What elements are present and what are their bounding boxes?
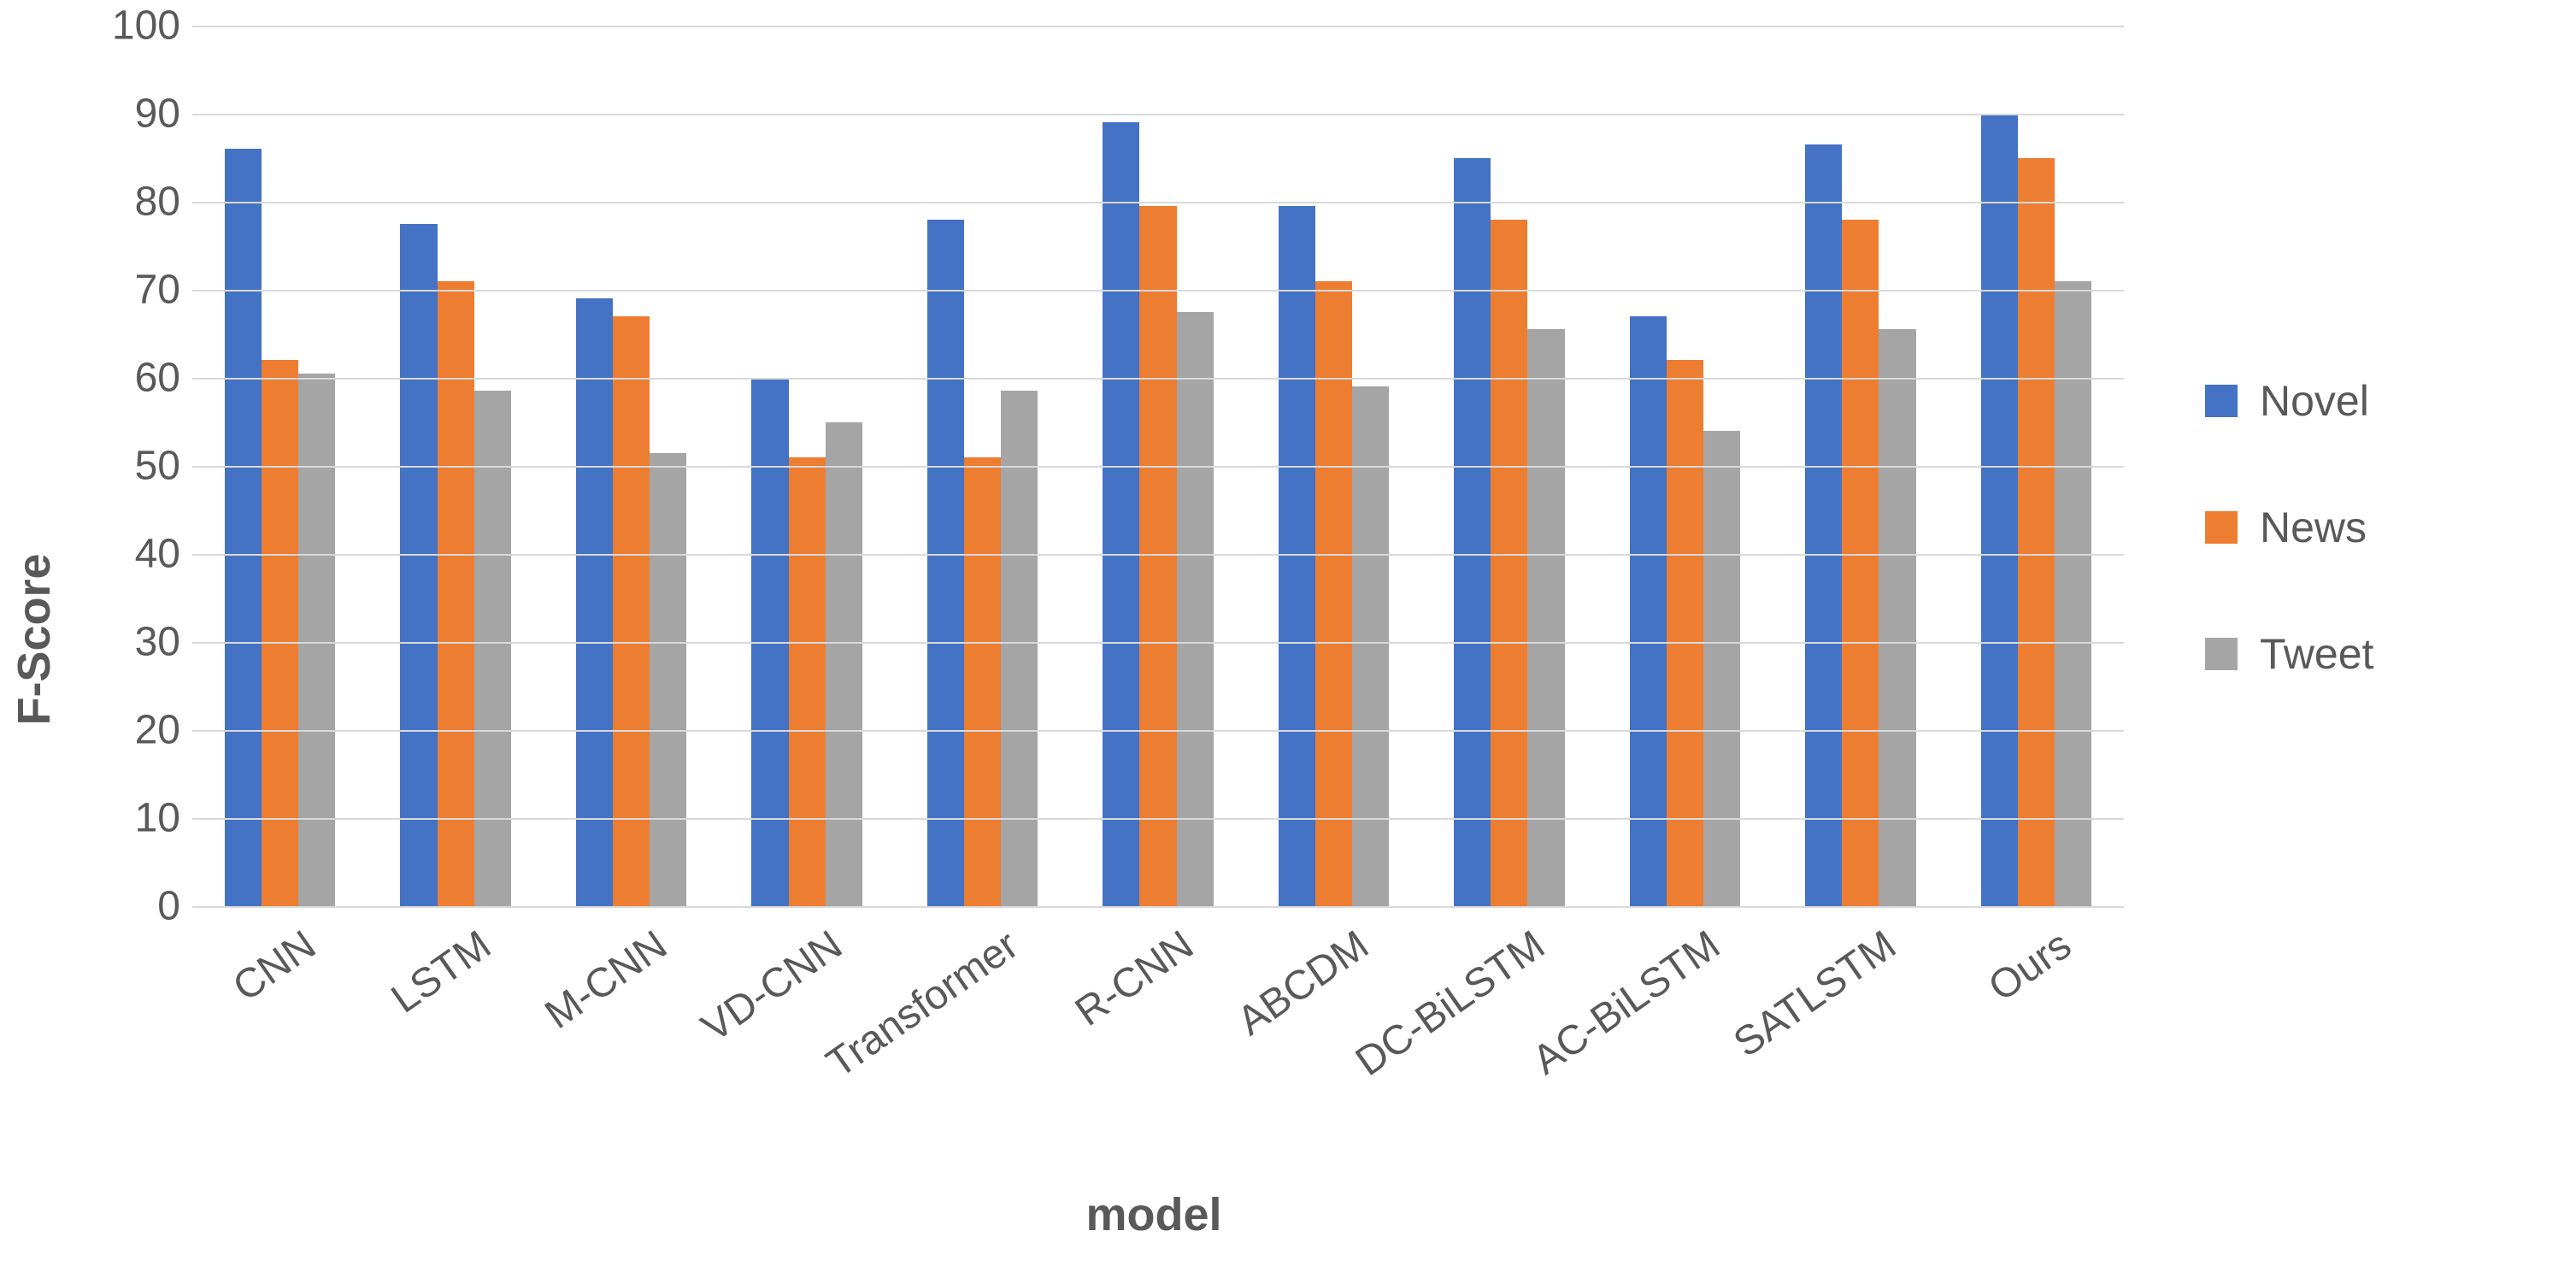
x-tick-label: DC-BiLSTM [1232, 922, 1554, 1166]
y-tick-label: 30 [35, 619, 180, 666]
x-tick-label: VD-CNN [530, 922, 851, 1166]
bar [650, 453, 686, 906]
plot-area [192, 26, 2124, 906]
bar [1315, 281, 1352, 906]
bar [474, 391, 511, 906]
bar [1352, 386, 1389, 906]
legend-item: News [2205, 503, 2373, 552]
gridline [192, 730, 2124, 732]
y-tick-label: 10 [35, 795, 180, 842]
y-tick-label: 50 [35, 443, 180, 490]
legend-label: Novel [2260, 376, 2369, 426]
gridline [192, 554, 2124, 556]
gridline [192, 378, 2124, 380]
bar [1491, 220, 1527, 906]
bar [1177, 312, 1214, 906]
legend-item: Tweet [2205, 629, 2373, 679]
bar [1703, 431, 1740, 906]
gridline [192, 466, 2124, 468]
y-tick-label: 20 [35, 707, 180, 754]
legend: Novel News Tweet [2205, 376, 2373, 756]
bar [1139, 206, 1176, 906]
bar [826, 422, 862, 907]
legend-label: News [2260, 503, 2367, 552]
y-tick-label: 100 [35, 3, 180, 50]
bar [1103, 122, 1139, 906]
x-tick-label: SATLSTM [1584, 922, 1905, 1166]
y-tick-label: 60 [35, 355, 180, 402]
bar [1981, 114, 2018, 906]
y-tick-label: 90 [35, 91, 180, 138]
y-tick-label: 80 [35, 179, 180, 226]
y-tick-label: 0 [35, 883, 180, 930]
x-tick-label: Transformer [705, 922, 1026, 1166]
legend-label: Tweet [2260, 629, 2373, 679]
legend-item: Novel [2205, 376, 2373, 426]
gridline [192, 906, 2124, 908]
bar [927, 220, 964, 906]
bar [262, 360, 298, 906]
gridline [192, 202, 2124, 203]
bar [438, 281, 474, 906]
x-tick-label: M-CNN [355, 922, 676, 1166]
fscore-bar-chart: F-Score 0102030405060708090100 CNNLSTMM-… [0, 0, 2576, 1278]
bar [789, 457, 826, 906]
y-tick-label: 70 [35, 267, 180, 314]
bar [1001, 391, 1038, 906]
x-axis-title: model [983, 1188, 1325, 1241]
bar [225, 149, 262, 906]
bar [576, 298, 613, 906]
bar [1279, 206, 1315, 906]
bar [400, 224, 437, 906]
gridline [192, 642, 2124, 644]
gridline [192, 818, 2124, 820]
bar [1454, 158, 1491, 907]
x-tick-label: Ours [1759, 922, 2080, 1166]
bar [1805, 144, 1842, 906]
legend-swatch [2205, 511, 2238, 544]
x-tick-label: CNN [3, 922, 325, 1166]
bar [964, 457, 1001, 906]
legend-swatch [2205, 638, 2238, 670]
x-tick-label: ABCDM [1056, 922, 1378, 1166]
bar [1667, 360, 1703, 906]
bar [1842, 220, 1879, 906]
bar [2055, 281, 2091, 906]
x-tick-label: AC-BiLSTM [1408, 922, 1729, 1166]
x-tick-label: R-CNN [881, 922, 1203, 1166]
gridline [192, 290, 2124, 292]
y-tick-label: 40 [35, 531, 180, 578]
gridline [192, 26, 2124, 27]
bar [298, 374, 335, 906]
x-tick-label: LSTM [179, 922, 500, 1166]
bar [2018, 158, 2055, 907]
legend-swatch [2205, 385, 2238, 417]
gridline [192, 114, 2124, 115]
